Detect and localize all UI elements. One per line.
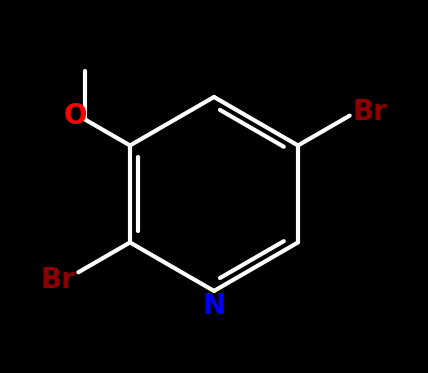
Text: O: O	[64, 101, 87, 130]
Text: Br: Br	[40, 266, 75, 294]
Text: N: N	[202, 292, 226, 320]
Text: Br: Br	[353, 98, 388, 126]
